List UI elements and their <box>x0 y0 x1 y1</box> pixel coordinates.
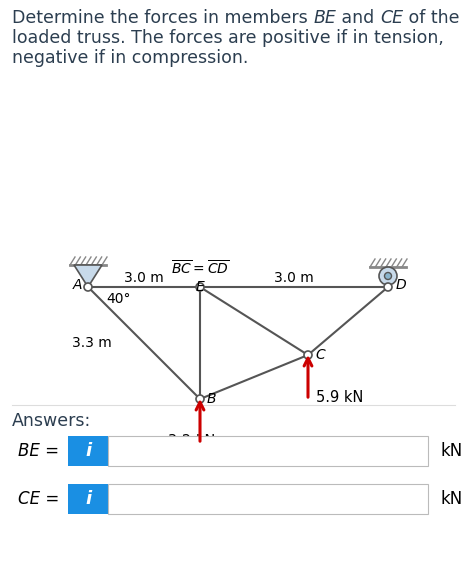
Text: $\overline{BC}=\overline{CD}$: $\overline{BC}=\overline{CD}$ <box>171 259 229 277</box>
Text: 3.0 m: 3.0 m <box>124 271 164 285</box>
Text: and: and <box>336 9 380 27</box>
Circle shape <box>384 272 391 279</box>
Text: 3.0 m: 3.0 m <box>274 271 314 285</box>
FancyBboxPatch shape <box>68 484 108 514</box>
Text: 3.2 kN: 3.2 kN <box>168 434 216 449</box>
Text: i: i <box>85 490 91 508</box>
Text: BE =: BE = <box>18 442 59 460</box>
Circle shape <box>379 267 397 285</box>
Text: B: B <box>207 392 217 406</box>
Text: 5.9 kN: 5.9 kN <box>316 390 364 405</box>
FancyBboxPatch shape <box>68 436 108 466</box>
Text: C: C <box>315 348 325 362</box>
Polygon shape <box>74 265 102 287</box>
Text: Determine the forces in members: Determine the forces in members <box>12 9 313 27</box>
Text: D: D <box>396 278 407 292</box>
Circle shape <box>196 283 204 291</box>
Text: A: A <box>72 278 82 292</box>
Circle shape <box>384 283 392 291</box>
Text: E: E <box>196 280 205 294</box>
Text: i: i <box>85 442 91 460</box>
Text: CE =: CE = <box>18 490 59 508</box>
Text: Answers:: Answers: <box>12 412 91 430</box>
Text: 40°: 40° <box>106 292 130 306</box>
Text: CE: CE <box>380 9 403 27</box>
Text: of the: of the <box>403 9 460 27</box>
Circle shape <box>196 395 204 403</box>
FancyBboxPatch shape <box>108 436 428 466</box>
Text: BE: BE <box>313 9 336 27</box>
Circle shape <box>304 351 312 359</box>
Text: negative if in compression.: negative if in compression. <box>12 49 248 67</box>
Text: kN: kN <box>440 442 462 460</box>
Text: loaded truss. The forces are positive if in tension,: loaded truss. The forces are positive if… <box>12 29 444 47</box>
Text: kN: kN <box>440 490 462 508</box>
Circle shape <box>84 283 92 291</box>
Text: 3.3 m: 3.3 m <box>72 336 112 350</box>
FancyBboxPatch shape <box>108 484 428 514</box>
